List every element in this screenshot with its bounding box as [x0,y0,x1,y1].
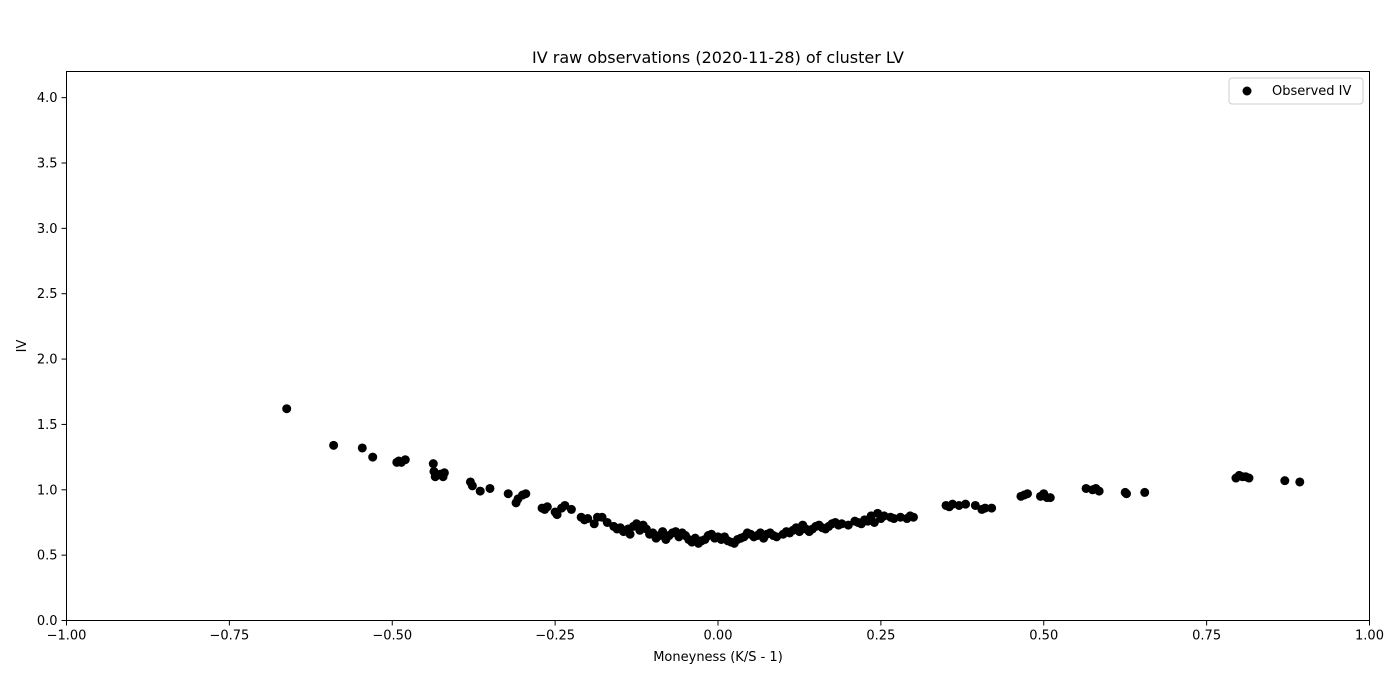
legend-marker [1242,86,1252,96]
data-point [970,500,980,510]
plot-area [282,404,1305,548]
x-tick-label: −0.75 [209,629,249,644]
x-tick-label: −0.50 [372,629,412,644]
data-point [282,404,292,414]
x-tick-label: −1.00 [47,629,87,644]
y-tick-label: 4.0 [37,91,58,106]
y-tick-label: 3.0 [37,222,58,237]
x-axis-ticks: −1.00 −0.75 −0.50 −0.25 0.00 0.25 0.50 0.75 1.00 [47,620,1384,644]
y-tick-label: 3.5 [37,157,58,172]
data-point [566,504,576,514]
x-tick-label: 0.75 [1192,629,1221,644]
data-point [357,443,367,453]
data-point [1121,489,1131,499]
data-point [583,514,593,524]
y-axis-ticks: 0.0 0.5 1.0 1.5 2.0 2.5 3.0 3.5 4.0 [37,91,67,629]
x-tick-label: 0.00 [704,629,733,644]
data-point [503,489,513,499]
x-tick-label: 0.25 [866,629,895,644]
data-point [1280,476,1290,486]
data-point [552,510,562,520]
chart-title: IV raw observations (2020-11-28) of clus… [532,48,904,67]
data-point [1295,477,1305,487]
data-point [1140,487,1150,497]
data-point [1045,493,1055,503]
y-tick-label: 2.0 [37,353,58,368]
x-axis-label: Moneyness (K/S - 1) [653,650,783,665]
data-point [908,512,918,522]
x-tick-label: 1.00 [1355,629,1384,644]
y-tick-label: 0.5 [37,549,58,564]
legend-box [1228,77,1364,105]
data-point [475,486,485,496]
data-point [400,455,410,465]
data-point [521,489,531,499]
data-point [869,517,879,527]
y-tick-label: 2.5 [37,287,58,302]
data-point [329,440,339,450]
data-point [961,499,971,509]
plot-frame [66,71,1370,621]
data-point [987,503,997,513]
data-point [439,468,449,478]
x-tick-label: −0.25 [535,629,575,644]
data-point [560,500,570,510]
data-point [602,517,612,527]
data-point [658,527,668,537]
data-point [1094,486,1104,496]
y-tick-label: 0.0 [37,614,58,629]
y-tick-label: 1.5 [37,418,58,433]
data-point [485,483,495,493]
y-tick-label: 1.0 [37,483,58,498]
legend-label: Observed IV [1272,84,1352,99]
data-point [625,529,635,539]
data-point [843,520,853,530]
x-tick-label: 0.50 [1029,629,1058,644]
data-point [368,452,378,462]
legend: Observed IV [1228,77,1364,105]
data-point [428,459,438,469]
data-point [1244,473,1254,483]
y-axis-label: IV [15,340,30,353]
data-point [542,502,552,512]
data-point [1022,489,1032,499]
data-point [980,503,990,513]
data-point [467,481,477,491]
